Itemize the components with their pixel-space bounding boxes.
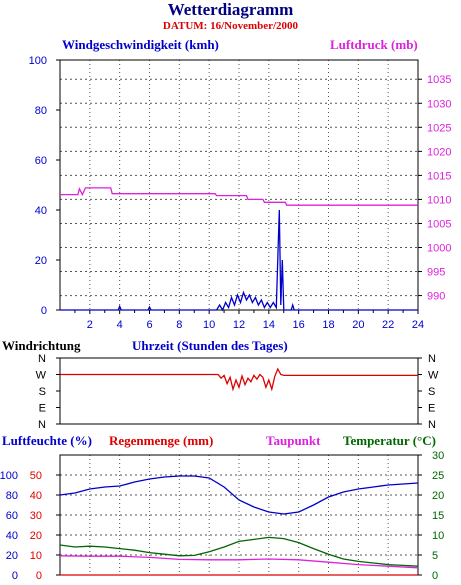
wind-speed-tick-label: 40 xyxy=(35,205,47,217)
direction-label-left: S xyxy=(39,386,46,398)
pressure-line xyxy=(60,186,418,206)
direction-label-right: W xyxy=(428,370,439,382)
temperature-tick-label: 5 xyxy=(432,550,438,562)
pressure-tick-label: 1030 xyxy=(427,98,451,110)
wind-direction-line xyxy=(60,367,418,392)
chart-title: Wetterdiagramm xyxy=(167,0,294,19)
wind-speed-tick-label: 20 xyxy=(35,255,47,267)
wind-speed-tick-label: 80 xyxy=(35,105,47,117)
hour-tick-label: 24 xyxy=(412,319,424,331)
direction-label-right: N xyxy=(428,353,436,365)
direction-label-right: E xyxy=(428,403,435,415)
temperature-tick-label: 15 xyxy=(432,510,444,522)
temperature-tick-label: 30 xyxy=(432,450,444,462)
hour-tick-label: 14 xyxy=(263,319,275,331)
temperature-line xyxy=(59,536,419,567)
hour-tick-label: 16 xyxy=(293,319,305,331)
rain-tick-label: 10 xyxy=(30,550,42,562)
wind-speed-label: Windgeschwindigkeit (kmh) xyxy=(62,37,219,52)
pressure-tick-label: 1015 xyxy=(427,170,451,182)
wind-speed-tick-label: 60 xyxy=(35,155,47,167)
time-axis-label: Uhrzeit (Stunden des Tages) xyxy=(132,338,288,353)
hour-tick-label: 20 xyxy=(352,319,364,331)
temperature-tick-label: 0 xyxy=(432,570,438,582)
hour-tick-label: 22 xyxy=(382,319,394,331)
temperature-tick-label: 25 xyxy=(432,470,444,482)
wind-speed-line xyxy=(60,209,418,312)
rain-tick-label: 50 xyxy=(30,470,42,482)
hour-tick-label: 4 xyxy=(117,319,123,331)
humidity-tick-label: 20 xyxy=(6,550,18,562)
direction-label-left: N xyxy=(38,353,46,365)
temperature-tick-label: 20 xyxy=(432,490,444,502)
pressure-tick-label: 1000 xyxy=(427,243,451,255)
rain-tick-label: 20 xyxy=(30,530,42,542)
pressure-tick-label: 995 xyxy=(427,267,445,279)
humidity-tick-label: 80 xyxy=(6,490,18,502)
wind-speed-tick-label: 100 xyxy=(29,55,47,67)
direction-label-left: W xyxy=(36,370,47,382)
temperature-tick-label: 10 xyxy=(432,530,444,542)
pressure-tick-label: 1005 xyxy=(427,218,451,230)
middle-panel-frame xyxy=(59,357,419,425)
pressure-tick-label: 990 xyxy=(427,291,445,303)
hour-tick-label: 18 xyxy=(322,319,334,331)
humidity-tick-label: 0 xyxy=(12,570,18,582)
humidity-label: Luftfeuchte (%) xyxy=(2,433,92,448)
rain-tick-label: 0 xyxy=(36,570,42,582)
hour-tick-label: 2 xyxy=(87,319,93,331)
pressure-tick-label: 1020 xyxy=(427,146,451,158)
dewpoint-line xyxy=(59,555,419,569)
humidity-line xyxy=(59,475,419,515)
hour-tick-label: 10 xyxy=(203,319,215,331)
wind-direction-label: Windrichtung xyxy=(2,338,81,353)
temperature-label: Temperatur (°C) xyxy=(343,433,436,448)
pressure-tick-label: 1035 xyxy=(427,74,451,86)
humidity-tick-label: 100 xyxy=(0,470,18,482)
wind-speed-tick-label: 0 xyxy=(41,305,47,317)
humidity-tick-label: 60 xyxy=(6,510,18,522)
direction-label-left: N xyxy=(38,419,46,431)
direction-label-right: N xyxy=(428,419,436,431)
hour-tick-label: 8 xyxy=(176,319,182,331)
pressure-label: Luftdruck (mb) xyxy=(330,37,418,52)
direction-label-right: S xyxy=(428,386,435,398)
pressure-tick-label: 1025 xyxy=(427,122,451,134)
rain-label: Regenmenge (mm) xyxy=(109,433,214,448)
dewpoint-label: Taupunkt xyxy=(266,433,321,448)
direction-label-left: E xyxy=(39,403,46,415)
hour-tick-label: 6 xyxy=(146,319,152,331)
chart-date: DATUM: 16/November/2000 xyxy=(162,20,299,32)
hour-tick-label: 12 xyxy=(233,319,245,331)
rain-tick-label: 30 xyxy=(30,510,42,522)
pressure-tick-label: 1010 xyxy=(427,194,451,206)
humidity-tick-label: 40 xyxy=(6,530,18,542)
rain-tick-label: 40 xyxy=(30,490,42,502)
